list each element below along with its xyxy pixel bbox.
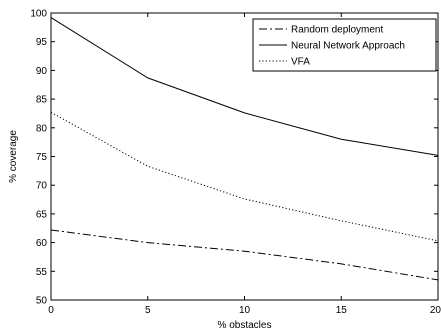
y-tick-label: 50	[36, 296, 48, 307]
x-tick-label: 0	[48, 305, 54, 316]
y-tick-label: 90	[36, 66, 48, 77]
y-tick-label: 55	[36, 267, 48, 278]
y-tick-label: 65	[36, 209, 48, 220]
x-axis-label: % obstacles	[218, 320, 272, 331]
legend: Random deployment Neural Network Approach…	[252, 18, 437, 72]
y-axis-label: % coverage	[8, 130, 19, 183]
legend-label: Neural Network Approach	[291, 41, 405, 52]
y-tick-label: 60	[36, 238, 48, 249]
y-tick-label: 70	[36, 181, 48, 192]
x-tick-label: 20	[430, 305, 441, 316]
x-tick-label: 10	[239, 305, 251, 316]
legend-label: VFA	[291, 57, 310, 68]
y-tick-label: 75	[36, 152, 48, 163]
axis-ticks: 50 55 60 65 70 75 80 85 90 95 100 0 5 10 15 20	[30, 9, 441, 317]
y-tick-label: 85	[36, 95, 48, 106]
y-tick-label: 100	[30, 9, 47, 20]
x-tick-label: 15	[336, 305, 348, 316]
x-tick-label: 5	[145, 305, 151, 316]
series-lines	[50, 17, 439, 281]
series-line	[50, 17, 439, 156]
legend-box	[252, 18, 437, 72]
series-line	[50, 229, 439, 281]
y-tick-label: 95	[36, 37, 48, 48]
y-tick-label: 80	[36, 123, 48, 134]
legend-label: Random deployment	[291, 25, 383, 36]
